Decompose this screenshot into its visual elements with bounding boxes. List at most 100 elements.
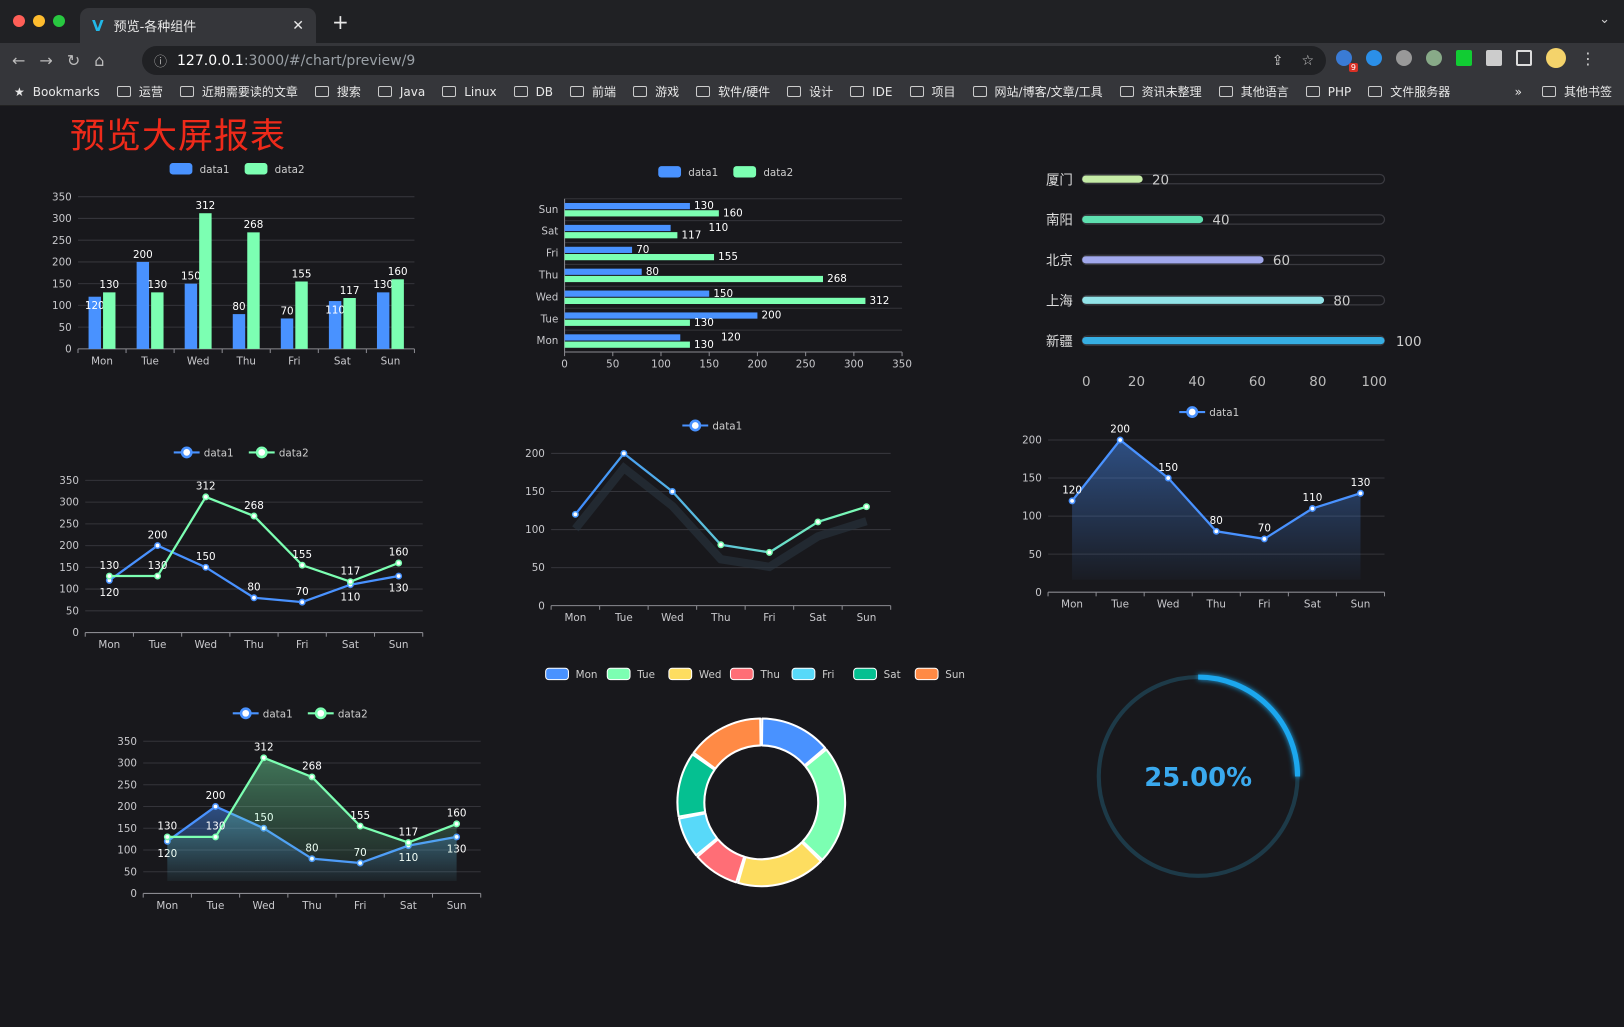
data-point <box>212 833 219 841</box>
x-tick-label: Wed <box>1157 599 1180 611</box>
close-window-button[interactable] <box>13 15 25 27</box>
bookmark-folder[interactable]: 搜索 <box>314 83 361 100</box>
bookmarks-button[interactable]: ★ Bookmarks <box>14 85 100 99</box>
donut-slice-mon[interactable] <box>760 717 827 767</box>
bookmark-folder[interactable]: 网站/博客/文章/工具 <box>972 83 1103 100</box>
bar-data1 <box>564 224 671 232</box>
address-bar[interactable]: ⓘ 127.0.0.1:3000/#/chart/preview/9 ⇪ ☆ <box>142 46 1326 75</box>
bookmark-folder[interactable]: 设计 <box>787 83 833 100</box>
avatar[interactable] <box>1546 48 1566 68</box>
bookmark-folder[interactable]: 近期需要读的文章 <box>179 83 298 100</box>
bookmark-folder[interactable]: DB <box>513 83 553 100</box>
bookmark-folder[interactable]: 项目 <box>909 83 956 100</box>
bookmark-folder[interactable]: Linux <box>442 83 497 100</box>
legend-item[interactable]: data1 <box>232 707 293 720</box>
bookmark-folder[interactable]: 前端 <box>570 83 616 100</box>
donut-slice-wed[interactable] <box>737 841 822 888</box>
sidebar-icon[interactable] <box>1516 50 1532 66</box>
legend-item[interactable]: Mon <box>545 667 598 681</box>
data-label: 155 <box>718 251 738 263</box>
donut-slice-fri[interactable] <box>677 812 719 857</box>
legend-item[interactable]: Tue <box>606 667 655 681</box>
tab-search-chevron-icon[interactable]: ⌄ <box>1599 12 1610 27</box>
info-icon[interactable]: ⓘ <box>154 55 168 70</box>
data-label: 268 <box>244 219 264 231</box>
donut-slice-tue[interactable] <box>801 748 847 861</box>
other-bookmarks[interactable]: 其他书签 <box>1541 83 1612 100</box>
close-tab-icon[interactable]: ✕ <box>292 17 304 34</box>
bookmark-folder[interactable]: 软件/硬件 <box>696 83 770 100</box>
bookmark-label: 前端 <box>592 85 617 99</box>
bar-data1 <box>564 268 642 275</box>
legend-marker-icon <box>255 446 268 459</box>
x-tick-label: 0 <box>1082 375 1091 390</box>
bookmark-folder[interactable]: 文件服务器 <box>1368 83 1450 100</box>
star-icon: ★ <box>14 84 25 99</box>
bookmark-label: 游戏 <box>655 85 680 99</box>
legend-item[interactable]: data1 <box>682 419 742 433</box>
reload-icon[interactable]: ↻ <box>66 51 81 70</box>
legend-label: Sun <box>945 669 965 681</box>
data-label: 130 <box>694 200 714 212</box>
legend-item[interactable]: data2 <box>244 163 305 176</box>
y-tick-label: 0 <box>72 627 79 639</box>
value-label: 100 <box>1396 335 1422 350</box>
y-tick-label: Sun <box>539 204 559 216</box>
legend-item[interactable]: data1 <box>1179 406 1239 419</box>
zoom-window-button[interactable] <box>53 15 65 27</box>
donut-slice-sun[interactable] <box>692 717 762 770</box>
extension-badge: 9 <box>1348 63 1358 72</box>
y-tick-label: 50 <box>1029 549 1042 561</box>
folder-icon <box>850 86 865 97</box>
legend-item[interactable]: Fri <box>791 667 834 681</box>
extension-icon[interactable] <box>1426 50 1442 66</box>
bookmark-folder[interactable]: 其他语言 <box>1218 83 1289 100</box>
legend-item[interactable]: data2 <box>733 166 793 179</box>
extension-icon[interactable]: 9 <box>1336 50 1358 72</box>
donut-slice-sat[interactable] <box>676 753 716 818</box>
bookmark-label: IDE <box>872 84 893 99</box>
bookmark-star-icon[interactable]: ☆ <box>1301 52 1314 69</box>
bookmark-label: Java <box>399 84 426 99</box>
legend-item[interactable]: Wed <box>668 667 722 681</box>
bookmark-folder[interactable]: 游戏 <box>633 83 679 100</box>
legend-item[interactable]: data2 <box>307 707 368 720</box>
minimize-window-button[interactable] <box>33 15 45 27</box>
bookmark-folder[interactable]: 运营 <box>116 83 163 100</box>
legend-item[interactable]: Sun <box>914 667 965 681</box>
browser-tab[interactable]: V 预览-各种组件 ✕ <box>80 8 316 43</box>
legend-item[interactable]: data1 <box>658 166 718 179</box>
data-label: 117 <box>340 285 360 297</box>
forward-icon[interactable]: → <box>39 51 53 70</box>
legend-item[interactable]: Thu <box>729 667 780 681</box>
back-icon[interactable]: ← <box>12 51 26 70</box>
legend-item[interactable]: data1 <box>169 163 230 176</box>
data-label: 110 <box>708 222 728 234</box>
legend-item[interactable]: data2 <box>248 446 309 460</box>
progress-track <box>1081 214 1386 225</box>
new-tab-button[interactable]: + <box>332 10 349 34</box>
bookmark-folder[interactable]: IDE <box>850 83 893 100</box>
extension-icon[interactable] <box>1366 50 1382 66</box>
bookmark-folder[interactable]: PHP <box>1305 83 1351 100</box>
legend-item[interactable]: Sat <box>853 667 901 681</box>
y-tick-label: Wed <box>536 291 559 303</box>
puzzle-icon[interactable] <box>1486 50 1502 66</box>
data-label: 130 <box>147 279 167 291</box>
extension-icon[interactable] <box>1456 50 1472 66</box>
bookmark-folder[interactable]: 资讯未整理 <box>1119 83 1202 100</box>
bar-data1 <box>376 292 390 349</box>
menu-icon[interactable]: ⋮ <box>1580 48 1596 68</box>
extension-icon[interactable] <box>1396 50 1412 66</box>
bar-data2 <box>151 292 164 349</box>
x-tick-label: Tue <box>140 355 159 367</box>
bookmark-label: 设计 <box>809 85 834 99</box>
legend-item[interactable]: data1 <box>173 446 234 460</box>
home-icon[interactable]: ⌂ <box>94 51 105 70</box>
bookmark-folder[interactable]: Java <box>377 83 426 100</box>
bookmarks-overflow[interactable]: » <box>1514 84 1522 99</box>
page-title: 预览大屏报表 <box>70 117 287 157</box>
progress-track <box>1081 335 1386 346</box>
share-icon[interactable]: ⇪ <box>1271 52 1284 69</box>
donut-slice-thu[interactable] <box>696 838 746 884</box>
